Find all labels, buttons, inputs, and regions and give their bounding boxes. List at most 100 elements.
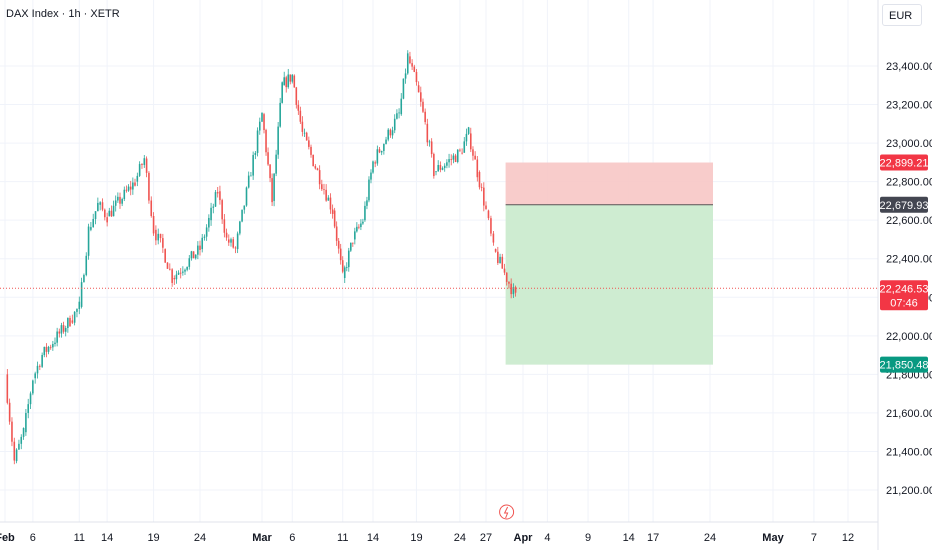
candle-body [6,374,9,403]
candle-body [143,158,146,166]
candle-body [227,239,230,243]
candle-body [285,77,288,88]
candle-body [295,87,298,105]
candle-body [310,146,312,155]
candle-body [343,267,346,278]
x-tick-label: 6 [30,532,36,544]
candle-body [223,219,226,233]
candle-body [335,226,338,241]
candle-body [104,209,106,218]
x-tick-label: 24 [194,532,206,544]
candle-body [152,216,155,234]
current-price-label: 22,246.53 [880,283,929,295]
candle-body [92,218,95,228]
x-tick-label: Mar [252,532,272,544]
candle-body [214,192,217,207]
candle-body [125,189,128,191]
x-tick-label: 19 [410,532,422,544]
candle-body [241,209,243,222]
candle-body [239,221,241,234]
candle-body [11,421,13,442]
candle-body [503,268,506,273]
candle-body [291,74,294,82]
candle-body [54,342,56,345]
candle-body [192,251,195,259]
candle-body [279,102,281,127]
candle-body [275,154,277,174]
y-tick-label: 23,000.00 [886,138,932,150]
candle-body [463,141,466,153]
candle-body [314,166,317,169]
candle-body [339,248,342,261]
candle-body [374,162,376,164]
candle-body [469,133,472,150]
candle-body [83,274,85,283]
x-tick-label: May [762,532,784,544]
candle-body [136,175,139,182]
candle-body [289,74,292,82]
candle-body [497,251,499,263]
candle-body [112,205,115,217]
currency-button[interactable]: EUR [882,4,922,26]
candle-body [269,164,271,179]
candle-body [450,159,453,160]
candle-body [333,210,336,227]
candle-body [478,172,481,188]
entry-label: 22,679.93 [880,200,929,212]
candle-body [162,238,164,248]
candle-body [380,150,383,153]
candle-body [175,274,178,280]
candle-body [385,139,387,144]
candle-body [459,149,461,151]
candle-body [267,152,269,165]
candle-body [177,272,180,275]
candle-body [439,164,442,170]
candle-body [258,121,261,131]
candle-body [391,130,394,136]
candle-body [67,317,69,329]
candle-body [22,428,25,437]
candle-body [474,155,476,160]
candle-body [252,154,254,176]
candle-body [97,202,99,212]
candle-body [323,189,325,190]
candle-body [435,171,437,173]
candle-body [141,164,143,166]
candle-body [411,63,413,67]
candle-body [485,205,487,209]
candle-body [41,354,43,367]
candle-body [364,205,366,221]
candle-body [36,365,39,374]
candle-body [337,240,340,249]
price-labels: 22,899.21 22,679.93 21,850.48 22,246.53 07:4… [880,154,929,373]
candle-body [73,311,76,323]
candle-body [20,436,23,444]
candle-body [250,175,252,177]
x-tick-label: 12 [842,532,854,544]
candle-body [29,393,32,405]
candle-body [184,269,186,272]
candle-body [47,346,50,352]
candle-body [80,282,83,307]
candle-body [56,331,58,343]
candle-body [358,226,360,228]
candle-body [398,112,400,114]
take-profit-zone [505,204,713,365]
candle-body [347,250,350,268]
candle-body [345,267,348,268]
candle-body [341,260,344,272]
candle-body [400,98,403,115]
candle-body [446,162,448,166]
candle-body [483,187,485,206]
candle-body [201,237,204,250]
position-tool[interactable] [505,162,713,365]
candle-body [514,287,517,293]
y-tick-label: 21,200.00 [886,485,932,497]
candle-body [293,75,296,88]
candle-body [454,155,457,162]
candle-body [510,283,512,295]
countdown-label: 07:46 [890,297,918,309]
candle-body [99,202,101,205]
candle-body [301,121,304,132]
